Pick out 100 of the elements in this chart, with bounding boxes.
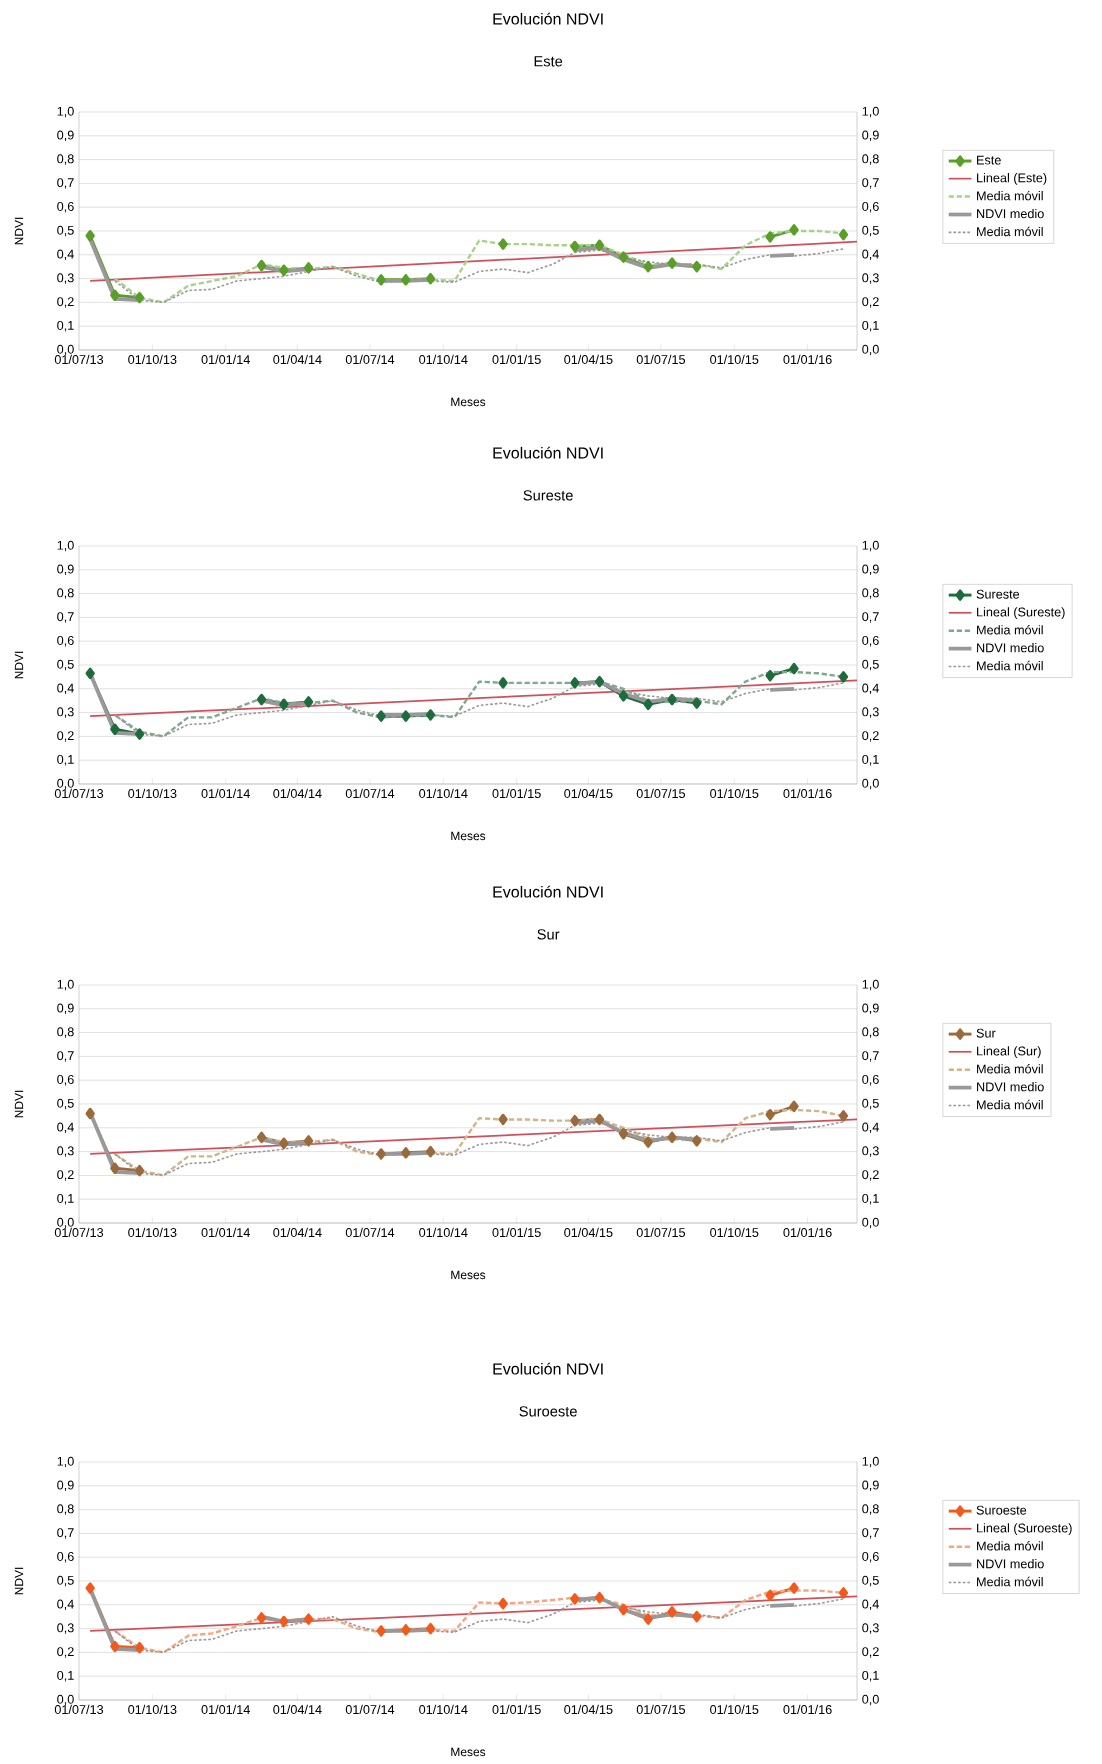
y2-tick-label: 0,6 — [862, 1074, 879, 1086]
x-tick-label: 01/10/13 — [128, 788, 177, 799]
x-tick-label: 01/07/14 — [345, 354, 395, 364]
y-tick-label: 0,4 — [57, 249, 74, 261]
legend-label: Suroeste — [976, 1505, 1027, 1515]
y-tick-label: 1,0 — [57, 979, 74, 991]
y2-tick-label: 0,7 — [862, 612, 879, 623]
x-axis-title: Meses — [451, 1747, 486, 1757]
y-tick-label: 0,5 — [57, 659, 74, 671]
y-tick-label: 0,5 — [57, 1575, 74, 1587]
x-tick-label: 01/10/15 — [710, 1227, 759, 1238]
y-axis-title: NDVI — [14, 651, 24, 679]
chart-title: Evolución NDVI — [493, 446, 603, 459]
y2-tick-label: 0,2 — [862, 1170, 879, 1181]
y2-tick-label: 0,8 — [862, 154, 879, 165]
y2-tick-label: 1,0 — [862, 540, 879, 552]
x-tick-label: 01/07/13 — [54, 354, 104, 364]
x-tick-label: 01/04/15 — [564, 788, 613, 799]
y-tick-label: 0,3 — [57, 273, 74, 284]
y-tick-label: 0,6 — [57, 201, 74, 213]
x-tick-label: 01/01/16 — [783, 1227, 832, 1238]
y2-tick-label: 0,8 — [862, 1027, 879, 1038]
legend-label: NDVI medio — [977, 1082, 1044, 1092]
legend-label: Sureste — [976, 589, 1020, 599]
y2-tick-label: 0,8 — [862, 588, 879, 599]
y-tick-label: 0,9 — [57, 1003, 74, 1015]
x-tick-label: 01/07/13 — [54, 1227, 104, 1238]
y2-tick-label: 0,9 — [862, 564, 879, 576]
x-tick-label: 01/10/13 — [128, 1227, 177, 1238]
legend-label: Media móvil — [977, 1064, 1043, 1074]
y2-tick-label: 0,6 — [862, 635, 879, 647]
y2-tick-label: 0,2 — [862, 731, 879, 742]
chart-title: Evolución NDVI — [493, 12, 603, 25]
y-tick-label: 0,5 — [57, 225, 74, 237]
y2-tick-label: 0,7 — [862, 1528, 879, 1539]
chart-subtitle: Suroeste — [519, 1406, 577, 1417]
y-tick-label: 0,5 — [57, 1098, 74, 1110]
y-tick-label: 0,1 — [57, 320, 74, 332]
y-tick-label: 0,4 — [57, 683, 74, 695]
y-tick-label: 0,7 — [57, 178, 74, 189]
y-tick-label: 0,9 — [57, 564, 74, 576]
x-tick-label: 01/07/15 — [636, 1704, 686, 1715]
y-tick-label: 0,9 — [57, 130, 74, 142]
y2-tick-label: 0,2 — [862, 297, 879, 308]
y2-tick-label: 0,5 — [862, 1575, 879, 1587]
legend-label: Este — [977, 155, 1001, 165]
y2-tick-label: 1,0 — [862, 1456, 879, 1468]
y2-tick-label: 0,9 — [862, 130, 879, 142]
y2-tick-label: 0,1 — [862, 754, 879, 766]
y2-tick-label: 0,3 — [862, 707, 879, 718]
y-tick-label: 0,0 — [57, 778, 74, 790]
y-tick-label: 0,4 — [57, 1599, 74, 1611]
y2-tick-label: 0,1 — [862, 1193, 879, 1205]
y2-tick-label: 0,3 — [862, 1623, 879, 1634]
x-tick-label: 01/10/14 — [419, 1704, 468, 1715]
y2-tick-label: 0,0 — [862, 344, 879, 356]
x-tick-label: 01/10/13 — [128, 1704, 177, 1715]
legend-label: Lineal (Suroeste) — [977, 1523, 1072, 1535]
legend-label: Media móvil — [977, 1576, 1043, 1587]
x-tick-label: 01/07/13 — [54, 1704, 104, 1715]
x-tick-label: 01/01/14 — [201, 788, 250, 799]
y2-tick-label: 0,5 — [862, 225, 879, 237]
y-axis-title: NDVI — [14, 1090, 24, 1118]
x-tick-label: 01/01/14 — [201, 1704, 250, 1715]
legend-label: Lineal (Sureste) — [977, 607, 1065, 619]
y-tick-label: 0,6 — [57, 1551, 74, 1563]
x-axis-title: Meses — [451, 397, 486, 407]
legend-label: Media móvil — [977, 1099, 1043, 1110]
x-tick-label: 01/10/15 — [710, 788, 759, 799]
y2-tick-label: 0,9 — [862, 1480, 879, 1492]
legend-label: Lineal (Este) — [977, 173, 1047, 185]
legend-label: NDVI medio — [977, 208, 1044, 219]
y-tick-label: 0,6 — [57, 1074, 74, 1086]
y2-tick-label: 0,0 — [862, 778, 879, 790]
y2-tick-label: 0,4 — [862, 683, 879, 695]
chart-title: Evolución NDVI — [493, 885, 603, 898]
y-tick-label: 0,2 — [57, 1647, 74, 1658]
legend-label: Sur — [976, 1028, 996, 1038]
legend-label: Media móvil — [977, 226, 1043, 237]
x-tick-label: 01/04/15 — [564, 1704, 613, 1715]
y-tick-label: 0,8 — [57, 1504, 74, 1515]
y-tick-label: 0,0 — [57, 1217, 74, 1229]
legend-label: NDVI medio — [977, 643, 1044, 653]
y-tick-label: 0,8 — [57, 154, 74, 165]
x-tick-label: 01/10/15 — [710, 354, 759, 364]
x-tick-label: 01/04/14 — [273, 354, 322, 364]
x-tick-label: 01/04/15 — [564, 1227, 613, 1238]
y2-tick-label: 0,0 — [862, 1217, 879, 1229]
y-tick-label: 1,0 — [57, 106, 74, 118]
y2-tick-label: 0,7 — [862, 178, 879, 189]
y-tick-label: 0,7 — [57, 1528, 74, 1539]
y2-tick-label: 0,2 — [862, 1647, 879, 1658]
y-tick-label: 0,2 — [57, 1170, 74, 1181]
x-tick-label: 01/04/14 — [273, 788, 322, 799]
y2-tick-label: 0,4 — [862, 249, 879, 261]
x-tick-label: 01/10/13 — [128, 354, 177, 364]
legend-label: Lineal (Sur) — [977, 1046, 1041, 1058]
y-tick-label: 0,7 — [57, 1051, 74, 1062]
chart-title: Evolución NDVI — [493, 1362, 603, 1375]
y-tick-label: 0,0 — [57, 1694, 74, 1706]
